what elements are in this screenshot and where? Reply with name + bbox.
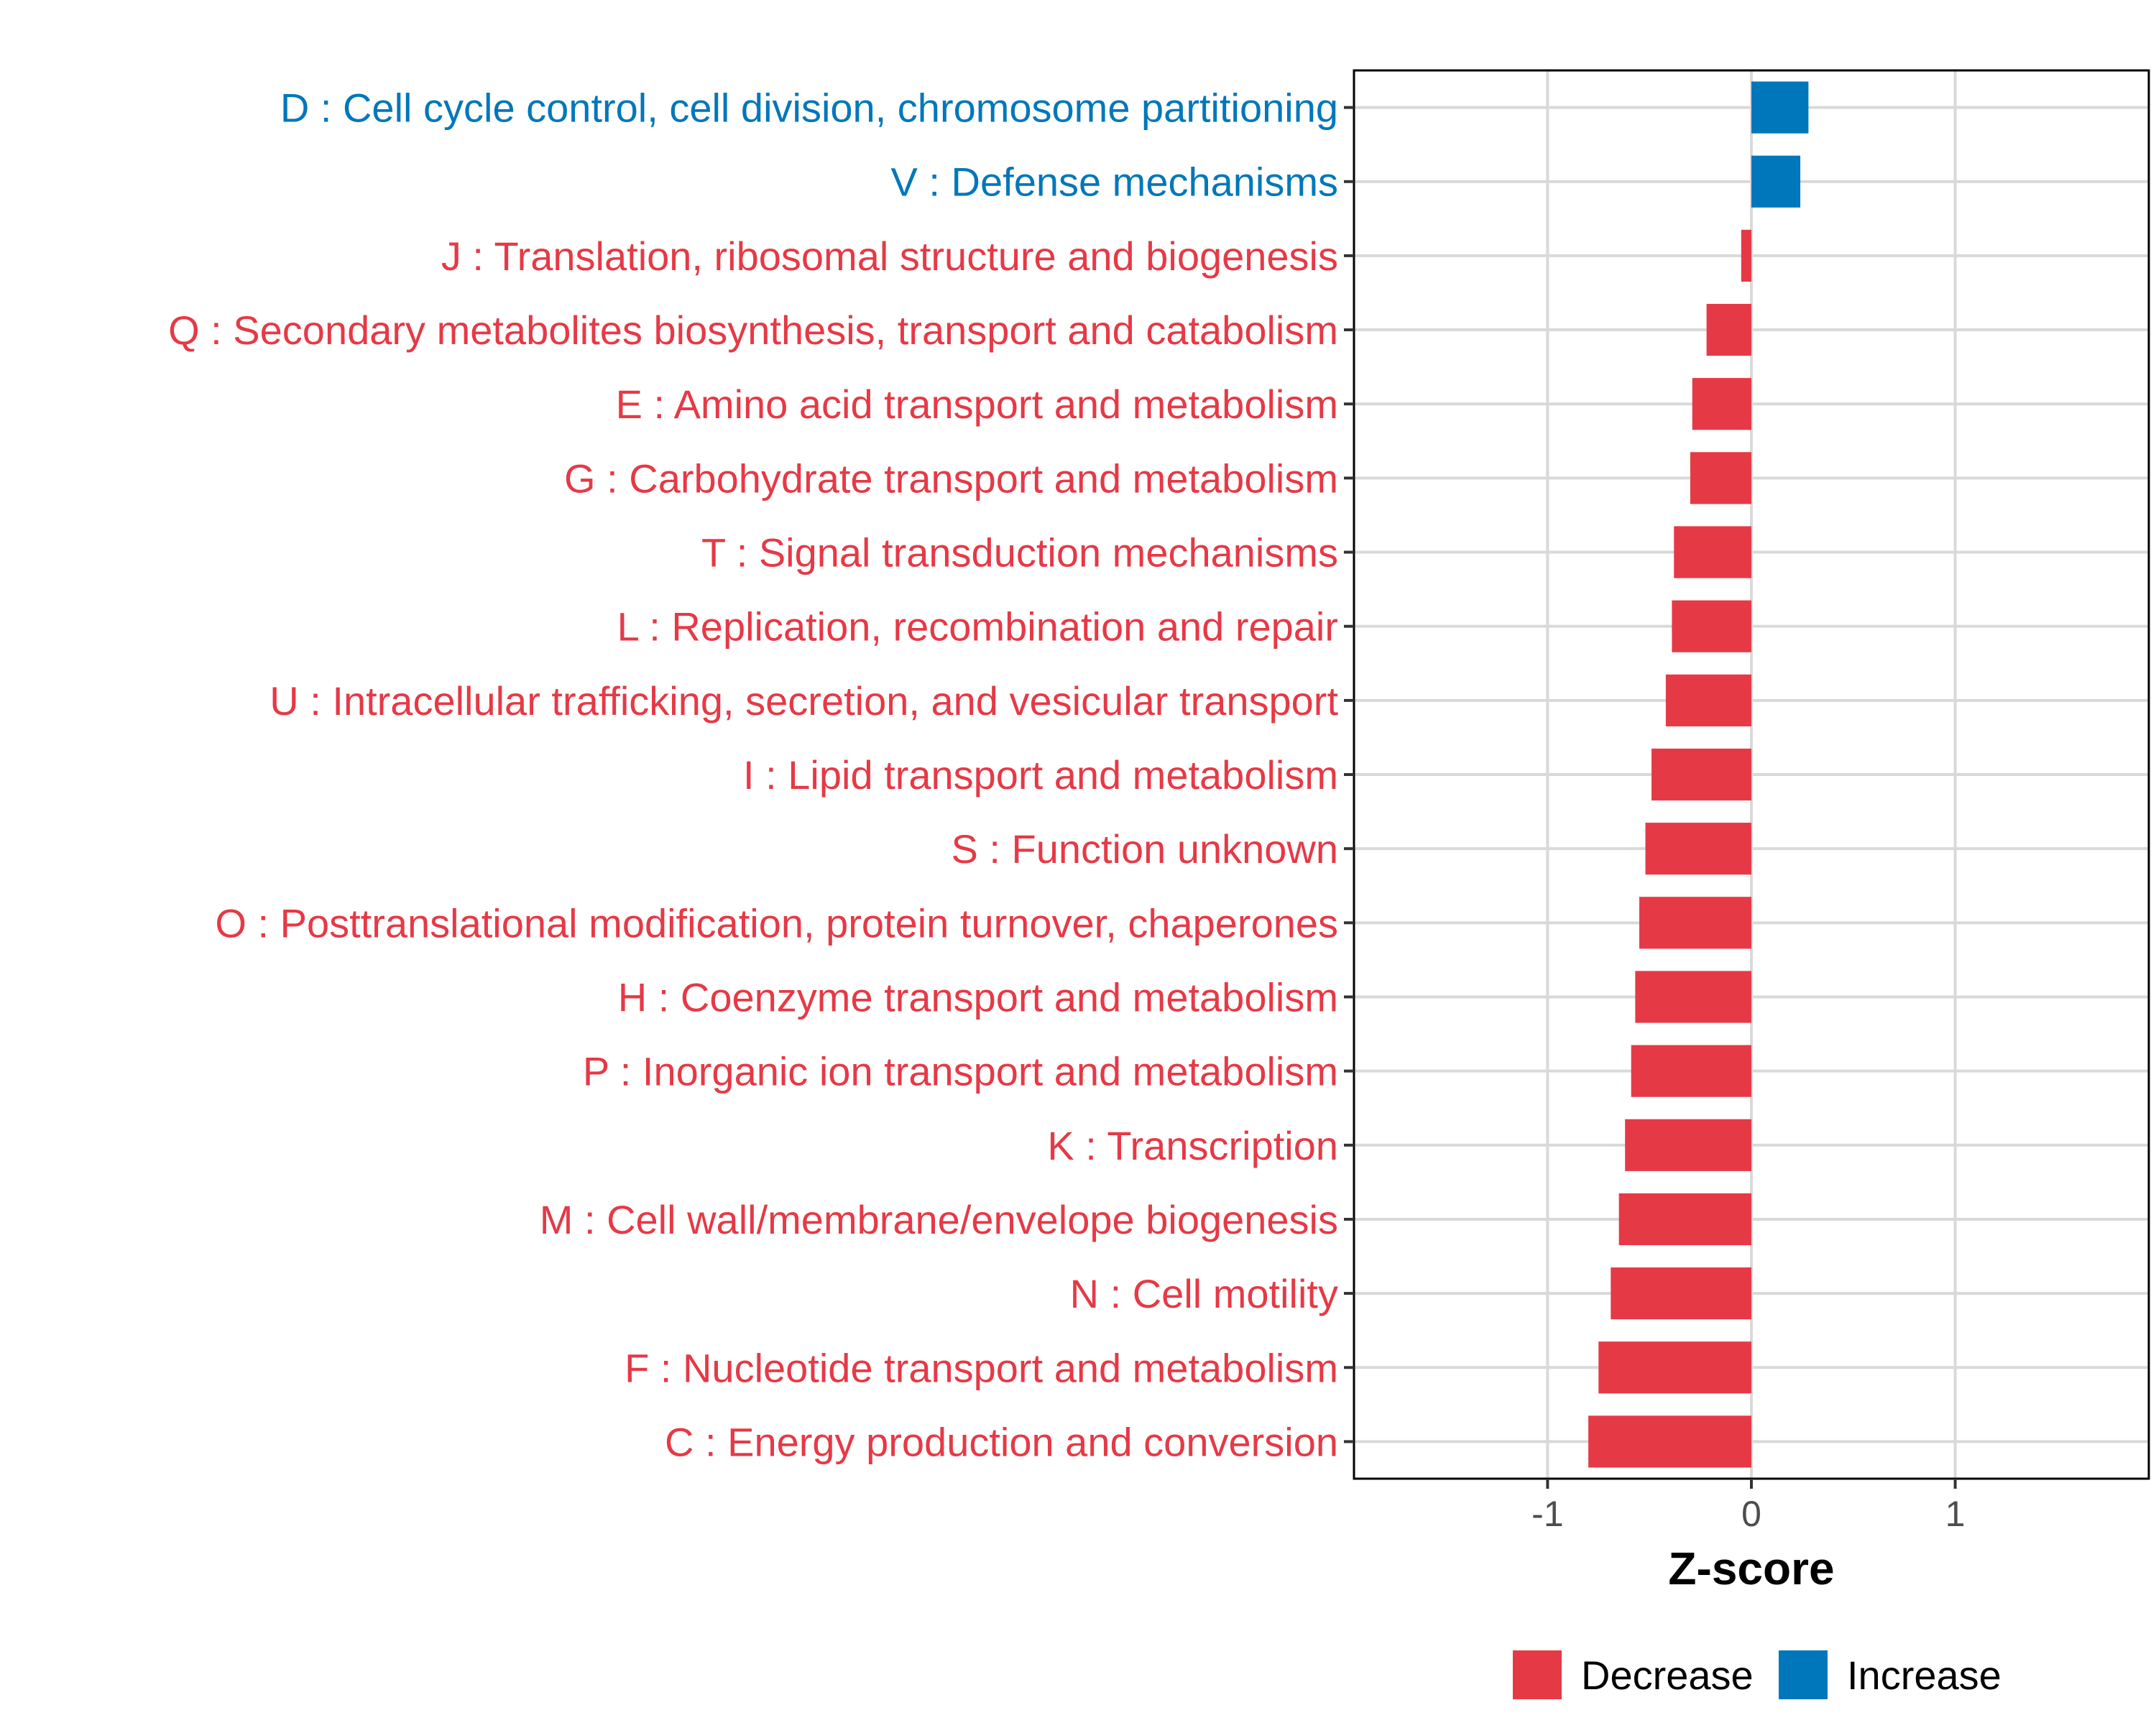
x-tick-label: 1 [1945,1494,1966,1534]
category-label: H : Coenzyme transport and metabolism [618,974,1338,1020]
legend-key [1513,1650,1562,1699]
bar [1631,1045,1751,1097]
x-axis: -1 0 1 [1531,1479,1965,1534]
x-tick-label: -1 [1531,1494,1563,1534]
bar [1741,229,1751,282]
category-label: U : Intracellular trafficking, secretion… [270,678,1338,724]
bar [1665,674,1751,726]
bar [1611,1267,1751,1320]
category-label: T : Signal transduction mechanisms [701,530,1338,576]
y-axis: D : Cell cycle control, cell division, c… [168,86,1354,1464]
bars-layer [1588,81,1809,1468]
bar [1651,748,1751,801]
bar [1588,1415,1751,1468]
bar [1692,378,1751,430]
legend: Decrease Increase [1513,1650,2001,1699]
category-label: O : Posttranslational modification, prot… [215,900,1338,946]
bar [1706,303,1751,356]
bar [1645,823,1751,875]
category-label: L : Replication, recombination and repai… [617,604,1338,650]
bar [1639,897,1751,949]
x-axis-title: Z-score [1668,1543,1834,1594]
bar [1751,81,1809,134]
bar [1625,1119,1751,1171]
category-label: V : Defense mechanisms [891,160,1338,205]
bar [1751,155,1801,208]
bar [1618,1193,1751,1246]
category-label: D : Cell cycle control, cell division, c… [280,86,1338,131]
category-label: P : Inorganic ion transport and metaboli… [583,1049,1338,1094]
category-label: F : Nucleotide transport and metabolism [625,1345,1338,1390]
bar [1598,1341,1751,1394]
bar [1635,971,1751,1023]
bar [1672,600,1751,652]
category-label: Q : Secondary metabolites biosynthesis, … [168,308,1338,353]
x-tick-label: 0 [1741,1494,1761,1534]
legend-label: Increase [1847,1653,2001,1698]
category-label: N : Cell motility [1070,1271,1338,1316]
category-label: K : Transcription [1047,1123,1338,1168]
legend-key [1779,1650,1828,1699]
category-label: M : Cell wall/membrane/envelope biogenes… [540,1197,1338,1242]
category-label: I : Lipid transport and metabolism [743,752,1338,798]
category-label: C : Energy production and conversion [665,1419,1338,1464]
bar [1674,526,1751,578]
category-label: S : Function unknown [951,826,1338,872]
legend-label: Decrease [1581,1653,1754,1698]
bar [1690,452,1751,504]
category-label: E : Amino acid transport and metabolism [616,382,1338,427]
category-label: G : Carbohydrate transport and metabolis… [564,456,1338,501]
category-label: J : Translation, ribosomal structure and… [441,234,1338,279]
